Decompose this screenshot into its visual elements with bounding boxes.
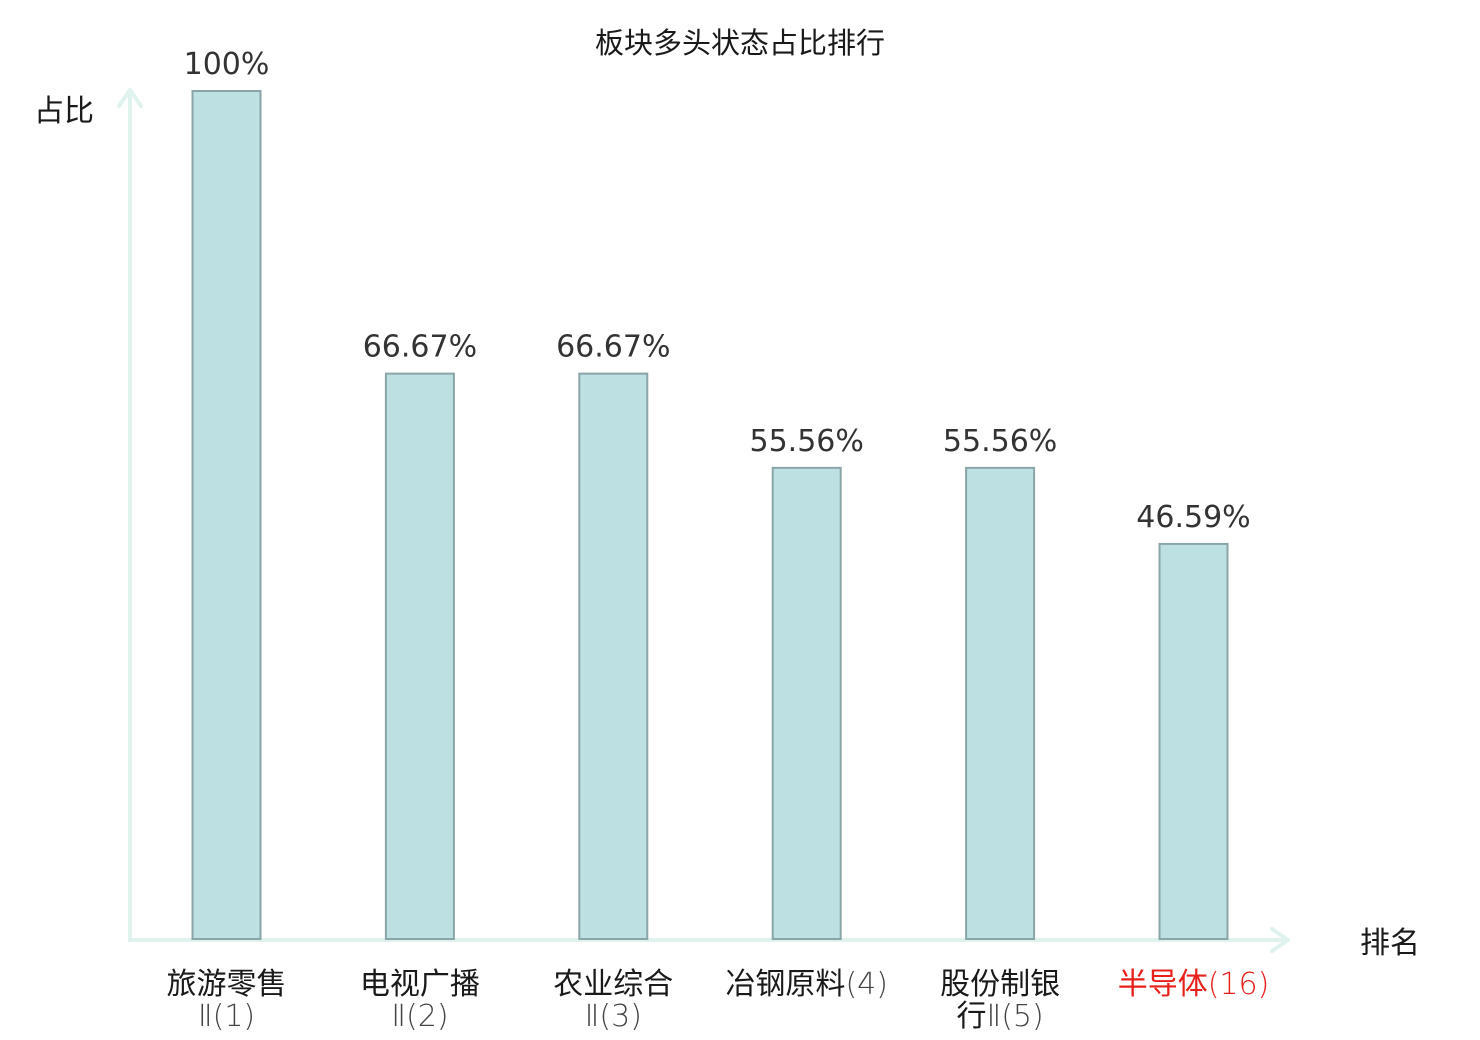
x-axis bbox=[128, 927, 1290, 953]
bar-2 bbox=[384, 372, 455, 940]
x-axis-arrow bbox=[1270, 927, 1290, 953]
value-label-5: 55.56% bbox=[943, 424, 1057, 459]
y-axis bbox=[117, 88, 143, 940]
value-labels-group: 100% 66.67% 66.67% 55.56% 55.56% 46.59% bbox=[184, 47, 1251, 535]
value-label-1: 100% bbox=[184, 47, 270, 82]
bar-6 bbox=[1158, 542, 1229, 940]
category-label-5: 股份制银行Ⅱ(5) bbox=[940, 967, 1060, 1034]
bars-group bbox=[191, 90, 1229, 940]
y-axis-label: 占比 bbox=[34, 94, 94, 129]
value-label-3: 66.67% bbox=[556, 330, 670, 365]
bar-4 bbox=[771, 466, 842, 940]
category-label-1: 旅游零售 Ⅱ(1) bbox=[167, 967, 287, 1034]
category-label-6: 半导体(16) bbox=[1118, 967, 1270, 1002]
category-label-2: 电视广播 Ⅱ(2) bbox=[360, 967, 480, 1034]
bar-3 bbox=[578, 372, 649, 940]
value-label-4: 55.56% bbox=[750, 424, 864, 459]
category-label-3: 农业综合 Ⅱ(3) bbox=[553, 967, 673, 1034]
value-label-6: 46.59% bbox=[1136, 500, 1250, 535]
category-label-4: 冶钢原料(4) bbox=[725, 967, 888, 1002]
bar-1 bbox=[191, 90, 262, 940]
category-labels-group: 旅游零售 Ⅱ(1) 电视广播 Ⅱ(2) 农业综合 Ⅱ(3) 冶钢原料(4) 股份制银行Ⅱ(5)… bbox=[167, 967, 1270, 1034]
chart-title: 板块多头状态占比排行 bbox=[595, 26, 885, 60]
bar-5 bbox=[965, 466, 1036, 940]
x-axis-label: 排名 bbox=[1360, 926, 1420, 961]
y-axis-arrow bbox=[117, 88, 143, 108]
value-label-2: 66.67% bbox=[363, 330, 477, 365]
